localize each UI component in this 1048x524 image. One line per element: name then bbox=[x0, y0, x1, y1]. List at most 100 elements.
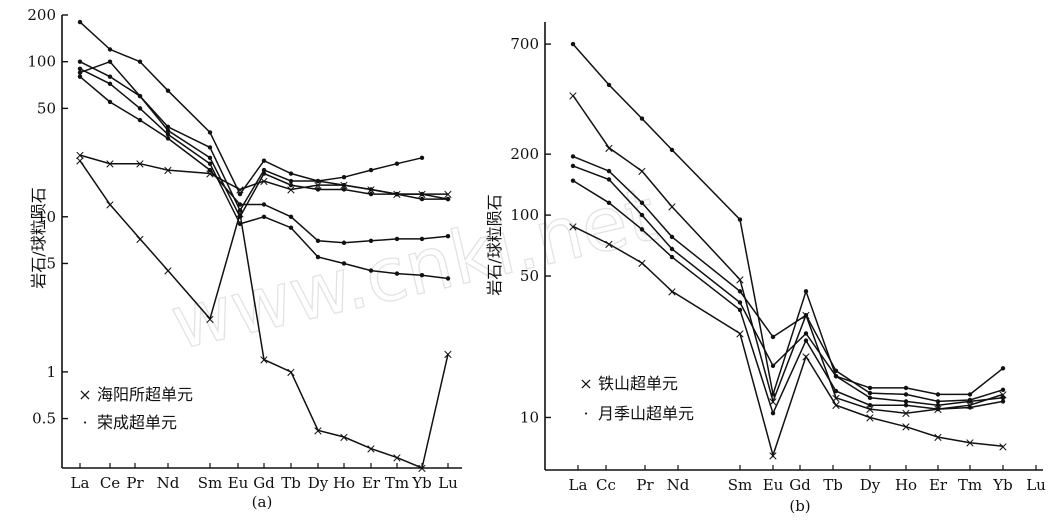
data-point-dot bbox=[77, 59, 83, 64]
data-point-dot bbox=[803, 338, 809, 343]
data-point-dot bbox=[315, 238, 321, 244]
series-line bbox=[79, 61, 448, 219]
data-point-dot bbox=[107, 47, 113, 52]
x-tick-label: Ce bbox=[100, 474, 120, 492]
x-tick-label: Nd bbox=[157, 474, 180, 492]
data-point-dot bbox=[867, 390, 873, 396]
data-point-dot bbox=[288, 171, 294, 176]
data-point-dot bbox=[288, 214, 294, 219]
y-tick-label: 5 bbox=[46, 254, 56, 272]
y-tick-label: 100 bbox=[510, 206, 539, 224]
data-point-dot bbox=[606, 82, 612, 88]
data-point-dot bbox=[261, 167, 267, 173]
data-point-cross: × bbox=[339, 431, 350, 446]
data-point-dot bbox=[833, 388, 839, 394]
data-point-dot bbox=[368, 167, 374, 173]
x-tick-label: Eu bbox=[763, 476, 784, 494]
data-point-dot bbox=[1000, 366, 1006, 371]
x-tick-label: Tm bbox=[958, 476, 982, 494]
data-point-dot bbox=[77, 66, 83, 71]
data-point-cross: × bbox=[667, 285, 678, 300]
data-point-dot bbox=[1000, 387, 1006, 392]
y-tick-label: 700 bbox=[510, 35, 539, 53]
legend-marker: × bbox=[579, 374, 592, 393]
y-tick-label: 10 bbox=[520, 408, 539, 426]
data-point-dot bbox=[77, 70, 83, 75]
data-point-dot bbox=[737, 307, 743, 313]
data-point-cross: × bbox=[105, 198, 116, 213]
data-point-cross: × bbox=[667, 200, 678, 215]
x-tick-label: Cc bbox=[596, 476, 616, 494]
legend-marker: × bbox=[78, 385, 91, 404]
x-tick-label: Tm bbox=[385, 474, 409, 492]
data-point-dot bbox=[77, 19, 83, 25]
legend-marker: · bbox=[82, 413, 87, 432]
data-point-dot bbox=[669, 246, 675, 252]
data-point-dot bbox=[737, 300, 743, 305]
data-point-dot bbox=[368, 268, 374, 273]
data-point-dot bbox=[770, 334, 776, 340]
data-point-dot bbox=[237, 202, 243, 207]
data-point-dot bbox=[341, 261, 347, 266]
data-point-dot bbox=[419, 191, 425, 197]
data-point-dot bbox=[107, 59, 113, 64]
data-point-cross: × bbox=[901, 407, 912, 422]
data-point-dot bbox=[935, 402, 941, 408]
x-tick-label: Dy bbox=[308, 474, 329, 492]
x-tick-label: Er bbox=[929, 476, 948, 494]
data-point-cross: × bbox=[392, 451, 403, 466]
data-point-cross: × bbox=[313, 179, 324, 194]
y-axis-label: 岩石/球粒陨石 bbox=[485, 194, 504, 295]
panel-label: (a) bbox=[252, 493, 273, 511]
data-point-dot bbox=[803, 289, 809, 294]
y-tick-label: 50 bbox=[37, 99, 56, 117]
data-point-dot bbox=[935, 406, 941, 412]
data-point-dot bbox=[967, 405, 973, 410]
y-tick-label: 200 bbox=[510, 145, 539, 163]
x-tick-label: Eu bbox=[228, 474, 249, 492]
data-point-dot bbox=[107, 74, 113, 79]
data-point-dot bbox=[165, 136, 171, 141]
x-tick-label: Sm bbox=[728, 476, 753, 494]
data-point-cross: × bbox=[768, 449, 779, 464]
data-point-dot bbox=[606, 177, 612, 182]
panel-a-chart: 200 100 50 10 5 1 0.5 La Ce Pr Nd Sm Eu Gd Tb Dy Ho Er Tm Y… bbox=[27, 6, 462, 511]
x-tick-label: Pr bbox=[636, 476, 654, 494]
x-tick-label: Lu bbox=[1026, 476, 1046, 494]
data-point-dot bbox=[867, 395, 873, 401]
x-tick-label: La bbox=[71, 474, 90, 492]
data-point-cross: × bbox=[568, 220, 579, 235]
data-point-dot bbox=[288, 178, 294, 184]
data-point-cross: × bbox=[604, 237, 615, 252]
data-point-dot bbox=[570, 41, 576, 47]
data-point-dot bbox=[1000, 395, 1006, 401]
data-point-dot bbox=[207, 155, 213, 161]
panel-label: (b) bbox=[789, 497, 810, 515]
y-tick-label: 0.5 bbox=[32, 410, 56, 428]
data-point-cross: × bbox=[235, 207, 246, 222]
series-line bbox=[79, 160, 449, 470]
data-point-cross: × bbox=[865, 403, 876, 418]
legend-label: 荣成超单元 bbox=[97, 413, 177, 432]
data-point-dot bbox=[419, 236, 425, 242]
x-tick-label: Ho bbox=[895, 476, 917, 494]
data-point-cross: × bbox=[965, 436, 976, 451]
panel-b-chart: 700 200 100 50 10 La Cc Pr Nd Sm Eu Gd Tb Dy Ho Er Tm Yb L… bbox=[485, 22, 1046, 515]
x-tick-label: Ho bbox=[333, 474, 355, 492]
legend-label: 铁山超单元 bbox=[598, 374, 678, 393]
data-point-dot bbox=[137, 117, 143, 123]
data-point-dot bbox=[77, 74, 83, 79]
data-point-dot bbox=[261, 158, 267, 163]
data-point-cross: × bbox=[75, 149, 86, 164]
data-point-cross: × bbox=[735, 273, 746, 288]
data-point-cross: × bbox=[313, 424, 324, 439]
data-point-dot bbox=[935, 399, 941, 404]
data-point-dot bbox=[606, 200, 612, 206]
data-point-dot bbox=[669, 147, 675, 153]
data-point-dot bbox=[261, 202, 267, 207]
x-tick-label: Nd bbox=[667, 476, 690, 494]
data-point-dot bbox=[394, 236, 400, 242]
data-point-dot bbox=[833, 373, 839, 379]
data-point-cross: × bbox=[417, 462, 428, 477]
